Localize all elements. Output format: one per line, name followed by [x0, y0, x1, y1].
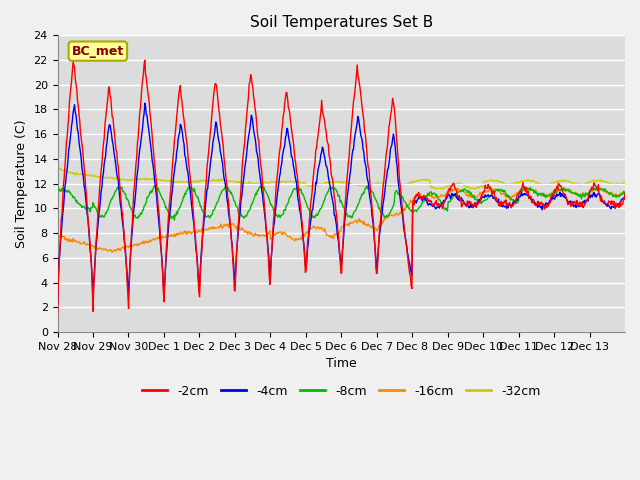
Text: BC_met: BC_met — [72, 45, 124, 58]
Y-axis label: Soil Temperature (C): Soil Temperature (C) — [15, 120, 28, 248]
Legend: -2cm, -4cm, -8cm, -16cm, -32cm: -2cm, -4cm, -8cm, -16cm, -32cm — [137, 380, 545, 403]
Title: Soil Temperatures Set B: Soil Temperatures Set B — [250, 15, 433, 30]
X-axis label: Time: Time — [326, 357, 356, 370]
